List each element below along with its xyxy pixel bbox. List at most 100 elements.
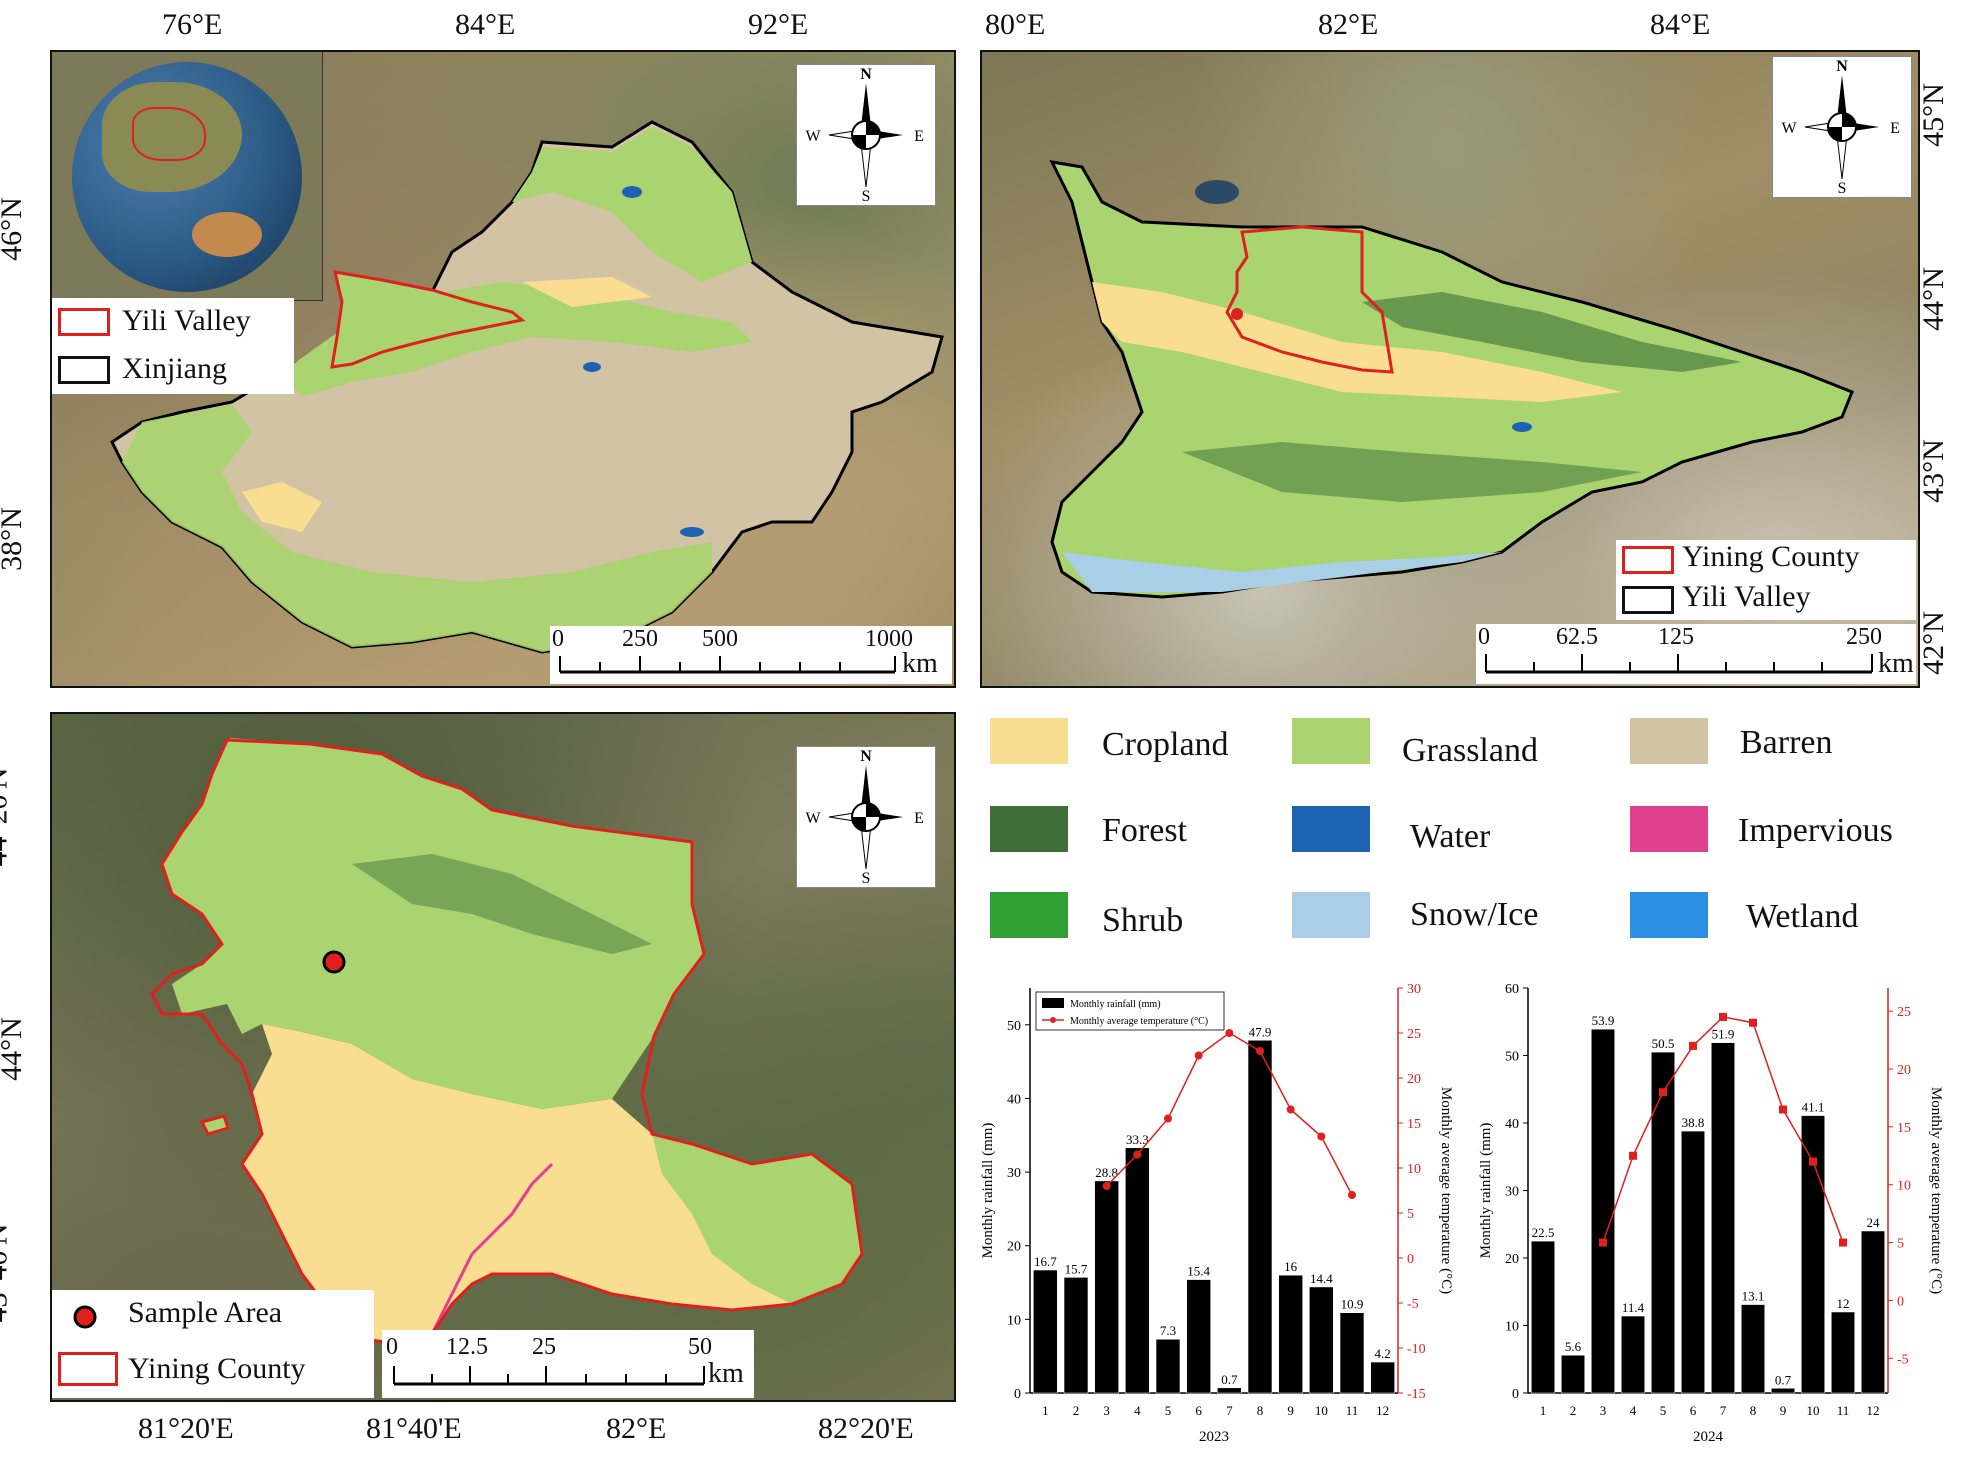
chart-legend-box [1035, 991, 1225, 1031]
landcover-label-grassland: Grassland [1402, 732, 1538, 769]
temperature-point [1809, 1157, 1817, 1166]
lat-tick-42: 42°N [1916, 611, 1950, 675]
rainfall-bar [1278, 1274, 1303, 1394]
compass-rose-b: N S E W [1772, 56, 1912, 198]
temperature-point [1317, 1132, 1326, 1141]
x-tick-label: 2 [1570, 1403, 1577, 1418]
yili-lake-north [1195, 180, 1239, 204]
yili-cropland [1092, 282, 1622, 402]
x-tick-label: 10 [1315, 1403, 1328, 1418]
map-panel-yining: N S E W Sample Area Yining County 0 12.5… [50, 712, 956, 1402]
scale-label-0: 0 [552, 626, 564, 652]
temperature-point [1719, 1012, 1727, 1021]
y2-axis-title: Monthly average temperature (°C) [1438, 1087, 1454, 1294]
yining-city-marker [1231, 308, 1243, 320]
rainfall-data-label: 11.4 [1622, 1300, 1645, 1315]
sample-area-marker [322, 950, 346, 974]
scale-label-1000: 1000 [865, 626, 913, 652]
y2-tick-label: 10 [1407, 1162, 1421, 1177]
x-tick-label: 2 [1073, 1403, 1080, 1418]
y-tick-label: 20 [1505, 1252, 1519, 1267]
landcover-swatch-forest [990, 806, 1068, 852]
y2-tick-label: 15 [1897, 1121, 1911, 1136]
lon-tick-81-40: 81°40'E [366, 1412, 462, 1445]
yili-forest-2 [1182, 442, 1642, 502]
y-tick-label: 0 [1512, 1387, 1519, 1402]
x-axis-title: 2023 [1199, 1429, 1229, 1445]
rainfall-bar [1621, 1315, 1645, 1394]
scale-label-25: 25 [532, 1334, 556, 1360]
compass-rose-c: N S E W [796, 746, 936, 888]
temperature-point [1286, 1105, 1295, 1114]
legend-bar-swatch [1042, 998, 1064, 1008]
map-panel-yili: N S E W Yining County Yili Valley 0 62.5… [980, 50, 1920, 688]
legend-swatch-yining-county [1622, 546, 1674, 574]
compass-s: S [862, 870, 871, 887]
rainfall-data-label: 15.4 [1187, 1264, 1210, 1279]
rainfall-bar [1186, 1279, 1211, 1394]
rainfall-bar [1370, 1361, 1395, 1394]
y-tick-label: 0 [1014, 1387, 1021, 1402]
scale-label-500: 500 [702, 626, 738, 652]
landcover-label-cropland: Cropland [1102, 726, 1229, 763]
xinjiang-map [110, 120, 944, 654]
x-tick-label: 9 [1287, 1403, 1294, 1418]
yili-water [1512, 422, 1532, 432]
globe-china-outline [132, 107, 206, 161]
lat-tick-38: 38°N [0, 507, 28, 571]
climate-chart-2023: 01020304050-15-10-505101520253016.7115.7… [980, 982, 1454, 1445]
rainfall-data-label: 47.9 [1249, 1024, 1272, 1039]
map-panel-xinjiang: N S E W Yili Valley Xinjiang 0 250 500 1… [50, 50, 956, 688]
y2-tick-label: 0 [1897, 1294, 1904, 1309]
rainfall-bar [1561, 1354, 1585, 1394]
y2-tick-label: 0 [1407, 1252, 1414, 1267]
x-tick-label: 3 [1103, 1403, 1110, 1418]
rainfall-data-label: 0.7 [1221, 1372, 1238, 1387]
y2-tick-label: 25 [1897, 1005, 1911, 1020]
x-tick-label: 5 [1165, 1403, 1172, 1418]
x-tick-label: 6 [1195, 1403, 1202, 1418]
lat-tick-43-40: 43°40'N [0, 1223, 14, 1323]
scale-label-0-c: 0 [386, 1334, 398, 1360]
rainfall-bar [1339, 1312, 1365, 1394]
scale-unit: km [902, 648, 938, 679]
xinjiang-cropland-north [522, 277, 652, 307]
rainfall-data-label: 22.5 [1532, 1225, 1555, 1240]
y-tick-label: 10 [1007, 1313, 1021, 1328]
north-arrow-icon: N S E W [1781, 58, 1899, 197]
scale-label-50: 50 [688, 1334, 712, 1360]
rainfall-bar [1125, 1147, 1150, 1394]
lon-tick-76: 76°E [162, 8, 223, 41]
scale-bar-graphic [559, 656, 896, 674]
x-tick-label: 11 [1346, 1403, 1359, 1418]
landcover-label-barren: Barren [1740, 724, 1833, 761]
y-tick-label: 30 [1505, 1185, 1519, 1200]
scale-label-62-5: 62.5 [1556, 624, 1598, 650]
y-tick-label: 40 [1007, 1092, 1021, 1107]
rainfall-data-label: 16 [1284, 1259, 1298, 1274]
y2-tick-label: -5 [1407, 1297, 1419, 1312]
rainfall-bar [1155, 1338, 1181, 1394]
scale-unit-b: km [1878, 648, 1914, 679]
legend-rainfall-label: Monthly rainfall (mm) [1070, 999, 1161, 1010]
compass-w: W [805, 128, 821, 145]
y-tick-label: 50 [1505, 1050, 1519, 1065]
yining-exclave [199, 1114, 230, 1136]
yining-grassland [162, 738, 704, 1109]
y2-tick-label: 15 [1407, 1117, 1421, 1132]
rainfall-bar [1094, 1180, 1119, 1394]
yining-cropland [242, 1024, 862, 1344]
rainfall-data-label: 12 [1837, 1296, 1850, 1311]
rainfall-bar [1681, 1130, 1705, 1394]
yili-map [1049, 160, 1854, 599]
scale-label-125: 125 [1658, 624, 1694, 650]
rainfall-data-label: 53.9 [1592, 1013, 1615, 1028]
y-tick-label: 50 [1007, 1019, 1021, 1034]
climate-chart-2024: 0 10 20 30 40 50 60 -5 0 5 10 15 20 25 22.5 1 5.6 2 53.9 3 1… [1478, 982, 1944, 1445]
temperature-point [1749, 1018, 1757, 1027]
landcover-label-wetland: Wetland [1746, 898, 1859, 935]
scale-label-12-5: 12.5 [446, 1334, 488, 1360]
compass-s: S [862, 188, 871, 205]
x-tick-label: 7 [1226, 1403, 1233, 1418]
scale-label-250: 250 [622, 626, 658, 652]
